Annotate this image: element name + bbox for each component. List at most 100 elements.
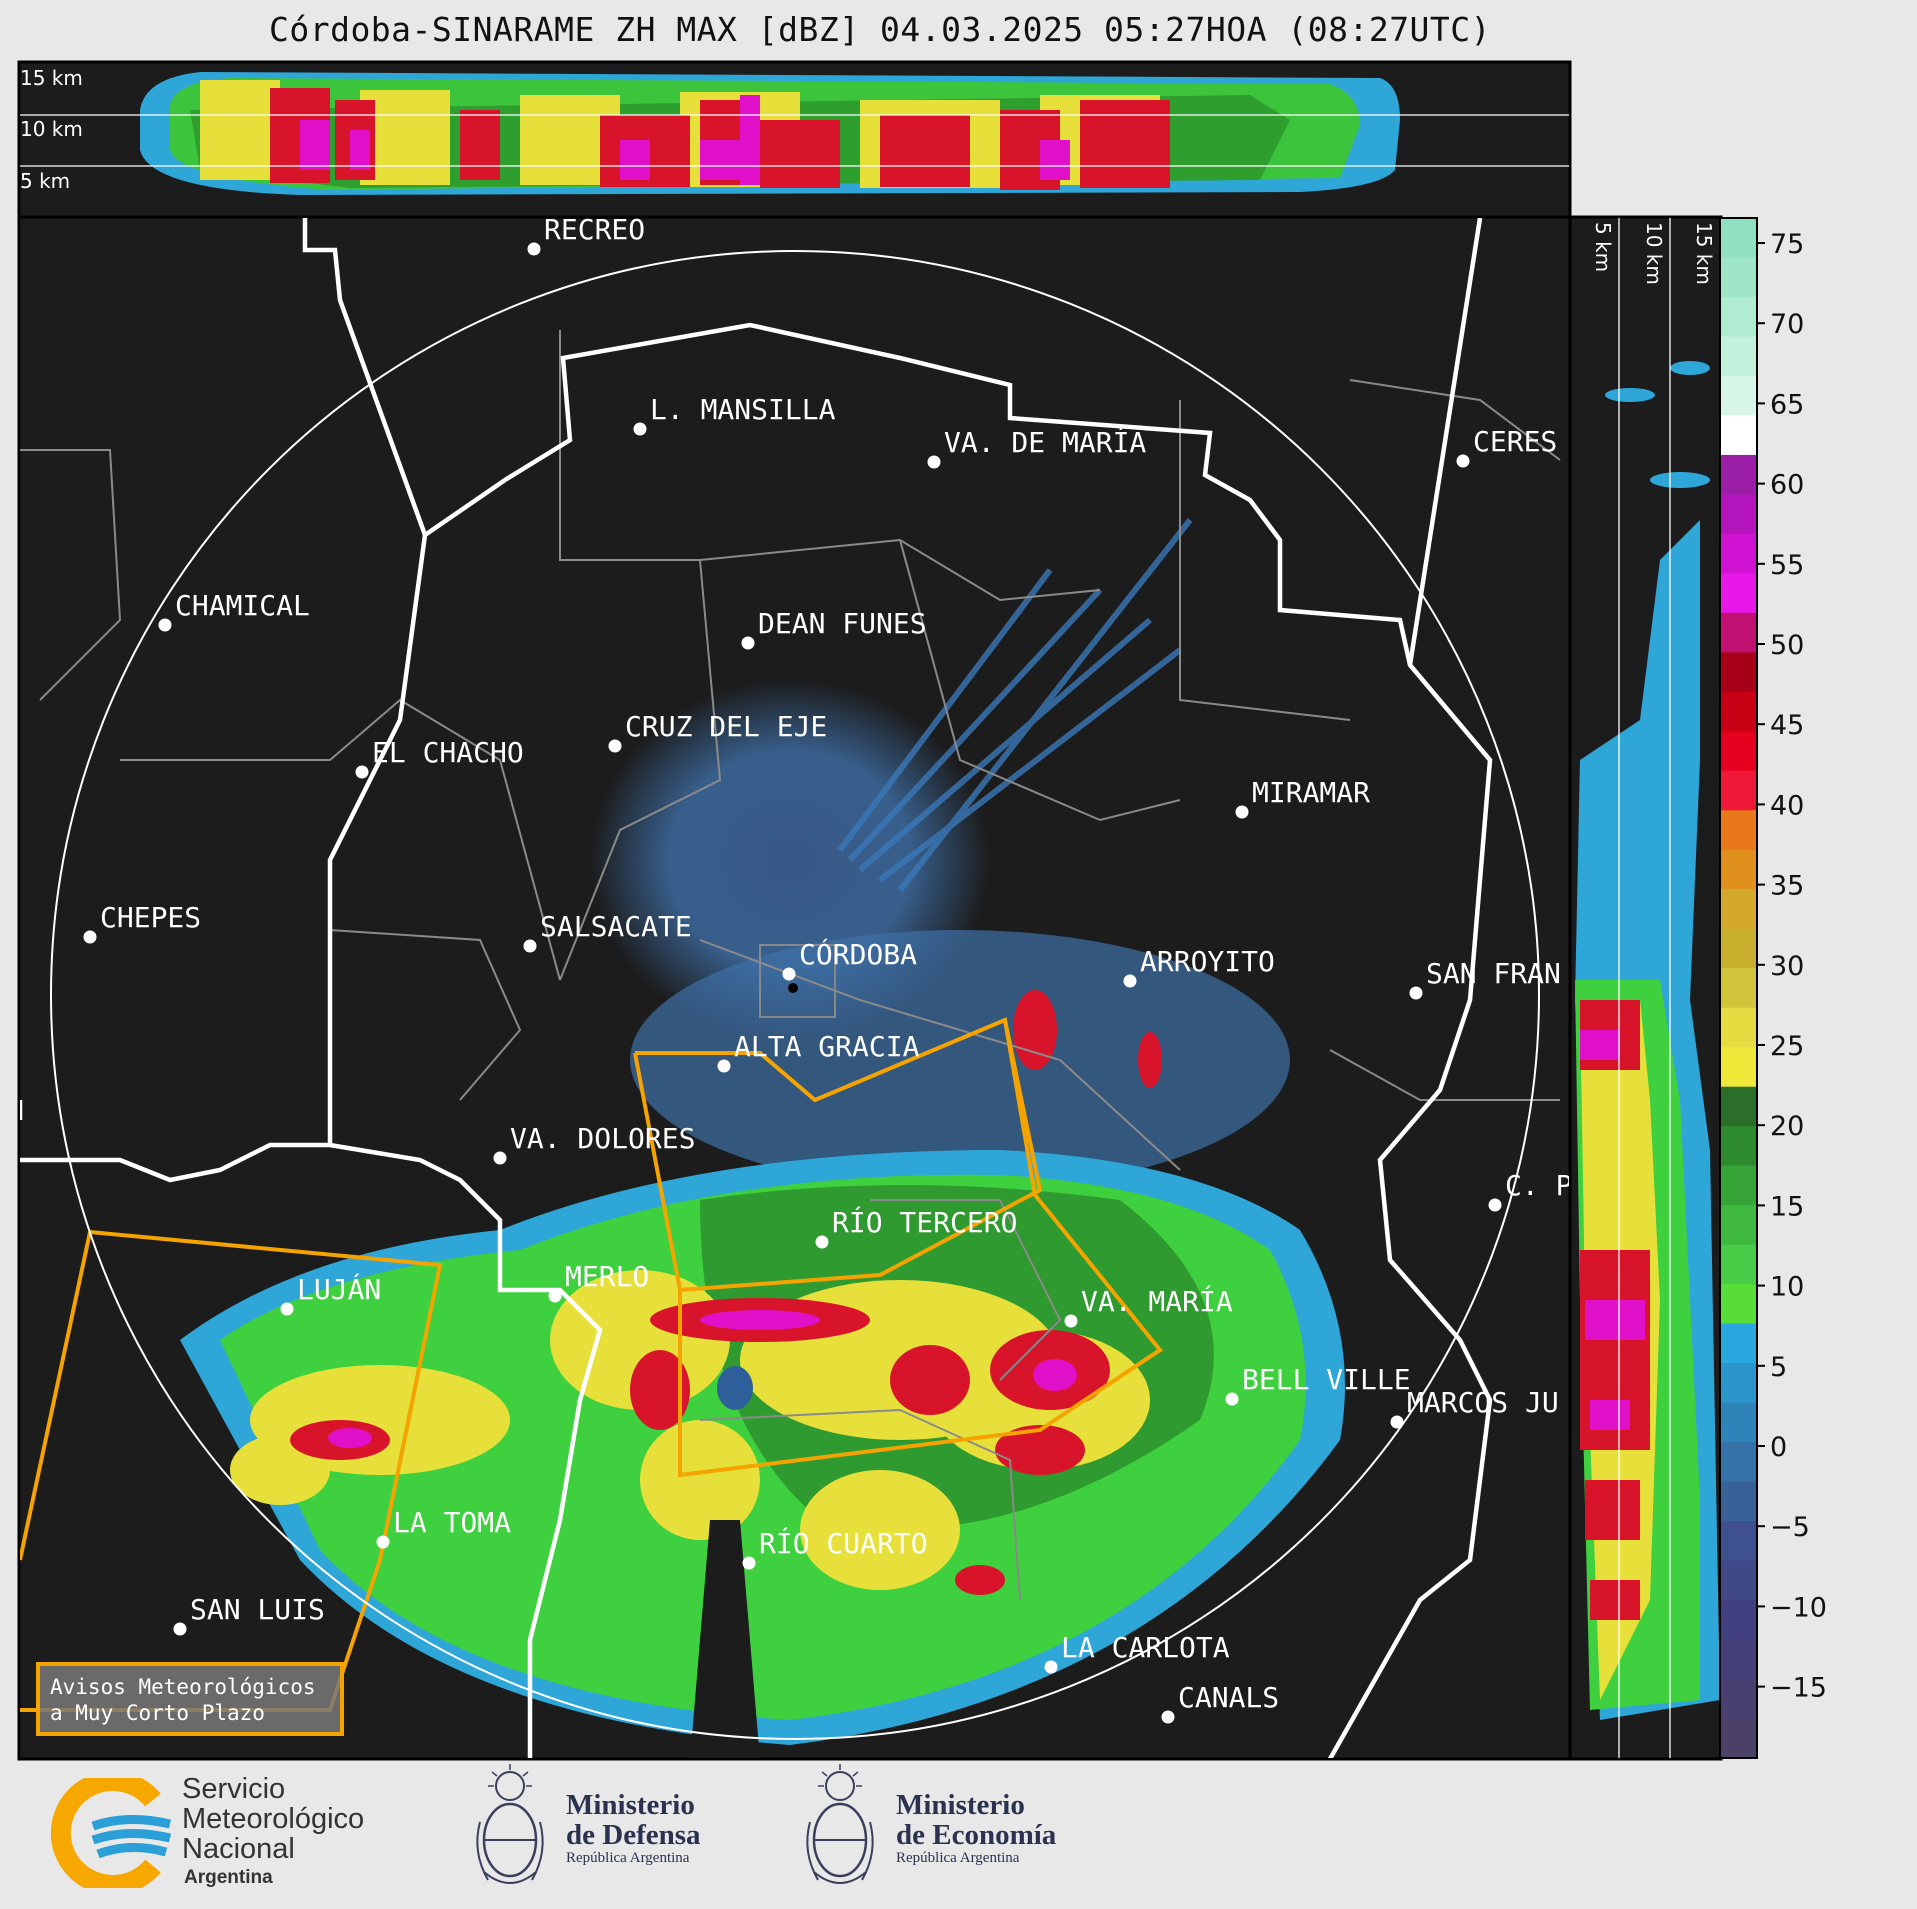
avisos-box[interactable]: Avisos Meteorológicos a Muy Corto Plazo xyxy=(36,1662,344,1736)
city-marker[interactable]: LA CARLOTA xyxy=(1044,1631,1230,1674)
city-marker[interactable]: L. MANSILLA xyxy=(633,393,836,436)
colorbar-tick-label: 65 xyxy=(1770,389,1804,420)
city-label: RÍO CUARTO xyxy=(759,1526,928,1560)
city-marker[interactable]: SAN LUIS xyxy=(173,1593,325,1636)
colorbar-tick-label: 60 xyxy=(1770,470,1804,501)
city-marker[interactable]: CHEPES xyxy=(83,901,202,944)
city-marker[interactable]: MARCOS JU xyxy=(1390,1386,1559,1429)
city-label: CÓRDOBA xyxy=(799,937,917,971)
city-marker[interactable]: RECREO xyxy=(527,213,646,256)
colorbar-tick-label: 35 xyxy=(1770,871,1804,902)
city-marker[interactable]: VA. DE MARÍA xyxy=(927,425,1147,469)
city-dot xyxy=(83,930,97,944)
top-profile-label-10km: 10 km xyxy=(20,117,83,141)
city-marker[interactable]: BELL VILLE xyxy=(1225,1363,1411,1406)
city-marker[interactable]: C. P xyxy=(1488,1169,1573,1212)
city-marker[interactable]: CÓRDOBA xyxy=(782,937,918,981)
colorbar-segment xyxy=(1720,296,1757,338)
city-layer: RECREO L. MANSILLA VA. DE MARÍA CERES CHAMIC… xyxy=(83,213,1573,1724)
colorbar-tick-label: −10 xyxy=(1770,1592,1827,1623)
colorbar-segment xyxy=(1720,1402,1757,1443)
colorbar-tick-label: 0 xyxy=(1770,1432,1787,1463)
city-dot xyxy=(608,739,622,753)
defensa-logo-text: Ministerio de Defensa República Argentin… xyxy=(566,1790,701,1867)
colorbar-segment xyxy=(1720,810,1757,851)
economia-logo-text: Ministerio de Economía República Argenti… xyxy=(896,1790,1056,1867)
colorbar-segment xyxy=(1720,1007,1757,1048)
colorbar-segment xyxy=(1720,1481,1757,1522)
city-marker[interactable]: VA. MARÍA xyxy=(1064,1284,1233,1328)
city-dot xyxy=(741,636,755,650)
city-marker[interactable]: ALTA GRACIA xyxy=(717,1030,920,1073)
city-label: BELL VILLE xyxy=(1242,1363,1411,1396)
colorbar-segment xyxy=(1720,1363,1757,1404)
city-marker[interactable]: SAN FRAN xyxy=(1409,957,1561,1000)
city-label: SAN FRAN xyxy=(1426,957,1561,990)
city-dot xyxy=(376,1535,390,1549)
city-marker[interactable]: RÍO CUARTO xyxy=(742,1526,928,1570)
economia-line2: de Economía xyxy=(896,1819,1057,1851)
city-label: CERES xyxy=(1473,425,1557,458)
city-dot xyxy=(717,1059,731,1073)
city-marker[interactable]: MIRAMAR xyxy=(1235,776,1371,819)
city-dot xyxy=(1456,454,1470,468)
smn-logo-text: Servicio Meteorológico Nacional xyxy=(182,1774,364,1864)
city-marker[interactable]: VA. DOLORES xyxy=(493,1122,696,1165)
map-title: Córdoba-SINARAME ZH MAX [dBZ] 04.03.2025… xyxy=(268,10,1492,49)
city-marker[interactable]: CHAMICAL xyxy=(158,589,310,632)
city-marker[interactable]: DEAN FUNES xyxy=(741,607,927,650)
city-dot xyxy=(1161,1710,1175,1724)
city-label: EL CHACHO xyxy=(372,736,524,769)
city-dot xyxy=(1390,1415,1404,1429)
smn-country: Argentina xyxy=(184,1867,273,1888)
city-marker[interactable]: EL CHACHO xyxy=(355,736,524,779)
city-dot xyxy=(173,1622,187,1636)
city-marker[interactable]: CRUZ DEL EJE xyxy=(608,710,828,753)
colorbar-tick-label: 10 xyxy=(1770,1272,1804,1303)
city-marker[interactable]: CERES xyxy=(1456,425,1558,468)
colorbar-segment xyxy=(1720,454,1757,496)
top-profile-label-15km: 15 km xyxy=(20,66,83,90)
side-profile-label-15km: 15 km xyxy=(1692,222,1716,285)
colorbar-segment xyxy=(1720,1560,1757,1601)
city-dot xyxy=(355,765,369,779)
city-label: LUJÁN xyxy=(297,1272,381,1306)
department-boundaries xyxy=(20,330,1561,1601)
city-label: CHEPES xyxy=(100,901,201,934)
city-marker[interactable]: SALSACATE xyxy=(523,910,692,953)
radar-site-marker xyxy=(788,983,798,993)
city-label: MIRAMAR xyxy=(1252,776,1370,809)
city-dot xyxy=(815,1235,829,1249)
city-dot xyxy=(927,455,941,469)
smn-line2: Meteorológico xyxy=(182,1803,365,1835)
smn-line1: Servicio xyxy=(182,1773,286,1805)
city-marker[interactable]: MERLO xyxy=(548,1260,650,1303)
defensa-line2: de Defensa xyxy=(566,1819,701,1851)
colorbar-segment xyxy=(1720,1718,1757,1759)
city-marker[interactable]: LA TOMA xyxy=(376,1506,512,1549)
colorbar-segment xyxy=(1720,533,1757,574)
colorbar-tick-label: −15 xyxy=(1770,1673,1827,1704)
city-label: VA. DE MARÍA xyxy=(944,425,1146,459)
colorbar-tick-label: 40 xyxy=(1770,790,1804,821)
city-dot xyxy=(1488,1198,1502,1212)
colorbar-segment xyxy=(1720,1521,1757,1562)
city-label: MARCOS JU xyxy=(1407,1386,1559,1419)
colorbar-segment xyxy=(1720,375,1757,417)
city-dot xyxy=(493,1151,507,1165)
colorbar-segment xyxy=(1720,1639,1757,1680)
city-marker[interactable]: LUJÁN xyxy=(280,1272,382,1316)
city-dot xyxy=(1044,1660,1058,1674)
colorbar-segment xyxy=(1720,1165,1757,1206)
colorbar-segment xyxy=(1720,612,1757,653)
city-marker[interactable]: RÍO TERCERO xyxy=(815,1205,1018,1249)
city-marker[interactable]: ARROYITO xyxy=(1123,945,1275,988)
city-marker[interactable]: CANALS xyxy=(1161,1681,1280,1724)
city-dot xyxy=(523,939,537,953)
city-dot xyxy=(1123,974,1137,988)
city-dot xyxy=(527,242,541,256)
colorbar-segment xyxy=(1720,415,1757,456)
colorbar-segment xyxy=(1720,494,1757,535)
city-dot xyxy=(1064,1314,1078,1328)
